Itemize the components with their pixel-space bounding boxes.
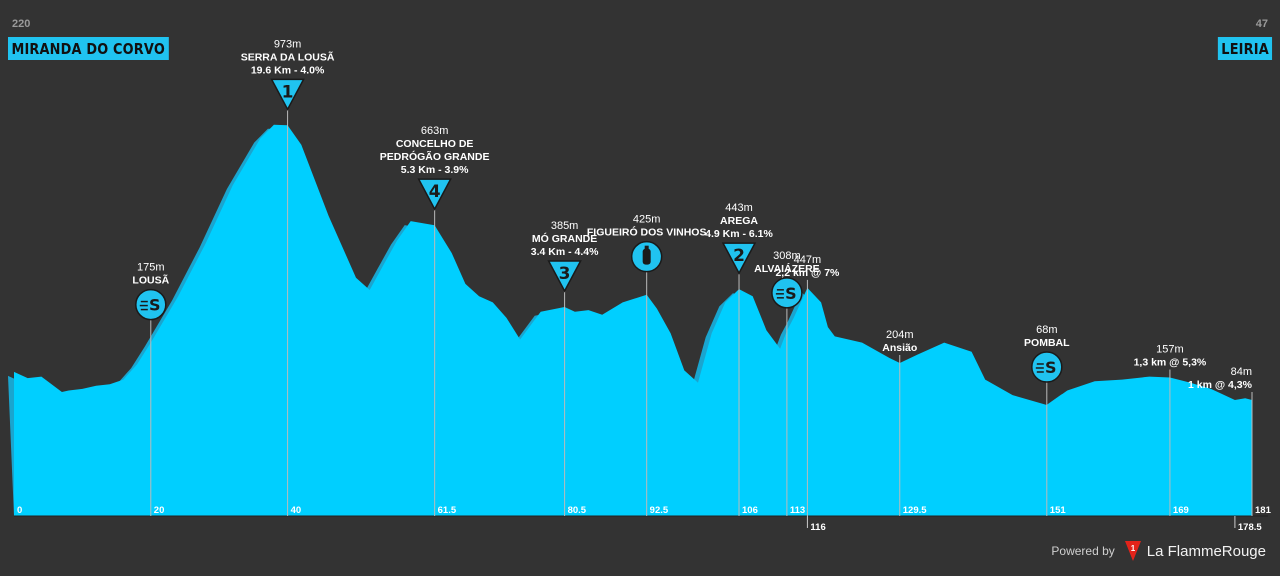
x-tick-label: 116 [810, 522, 825, 533]
x-tick-label: 178.5 [1238, 522, 1262, 533]
annotation-label: 1,3 km @ 5,3% [1134, 356, 1207, 368]
climb-category-label: 1 [282, 82, 294, 102]
annotation-label: LOUSÃ [132, 274, 169, 287]
annotation-label: 3.4 Km - 4.4% [531, 246, 599, 258]
annotation-label: POMBAL [1024, 337, 1070, 349]
annotation-elevation: 84m [1231, 366, 1252, 378]
sprint-s-label: S [1045, 358, 1057, 377]
sprint-marker-icon [1031, 351, 1063, 383]
annotation-elevation: 663m [421, 125, 449, 137]
x-tick-label: 106 [742, 505, 758, 516]
bottle-shape [642, 248, 651, 265]
x-tick-label: 20 [154, 505, 165, 516]
annotation-label: 2,2 km @ 7% [775, 267, 840, 279]
powered-by-text: Powered by [1051, 544, 1115, 558]
climb-marker-icon [547, 260, 582, 293]
x-tick-label: 61.5 [438, 505, 457, 516]
sprint-s-label: S [785, 284, 797, 303]
annotation-elevation: 157m [1156, 343, 1184, 355]
finish-town-label: LEIRIA [1217, 37, 1272, 60]
annotation-label: FIGUEIRÓ DOS VINHOS [587, 226, 707, 239]
annotation-elevation: 973m [274, 38, 302, 50]
annotation-label: AREGA [720, 215, 758, 227]
climb-marker-icon [270, 78, 305, 111]
annotation-elevation: 204m [886, 329, 914, 341]
x-tick-label: 80.5 [568, 505, 587, 516]
annotation-label: 4.9 Km - 6.1% [705, 228, 773, 240]
annotation-label: PEDRÓGÃO GRANDE [380, 150, 490, 163]
sprint-s-label: S [149, 296, 161, 315]
climb-marker-icon [417, 178, 452, 211]
x-tick-label: 181 [1255, 505, 1272, 516]
flamme-rouge-logo-icon: 1 [1124, 541, 1141, 561]
x-tick-label: 40 [291, 505, 302, 516]
climb-marker-icon [721, 242, 757, 275]
annotation-elevation: 308m [773, 250, 801, 262]
finish-km-remaining: 47 [1255, 18, 1268, 30]
annotation-elevation: 425m [633, 214, 661, 226]
x-tick-label: 151 [1050, 505, 1067, 516]
climb-category-label: 3 [559, 264, 571, 284]
x-tick-label: 113 [790, 505, 805, 516]
svg-text:1: 1 [1131, 544, 1136, 553]
start-town-label: MIRANDA DO CORVO [8, 37, 169, 60]
annotation-label: CONCELHO DE [396, 138, 474, 150]
sprint-marker-icon [135, 288, 167, 321]
annotation-label: 5.3 Km - 3.9% [401, 164, 469, 176]
annotation-label: SERRA DA LOUSÃ [241, 50, 335, 63]
start-km-remaining: 220 [12, 18, 31, 30]
x-tick-label: 92.5 [650, 505, 669, 516]
annotation-label: 19.6 Km - 4.0% [251, 64, 325, 76]
climb-category-label: 4 [429, 182, 441, 202]
annotation-label: 1 km @ 4,3% [1188, 379, 1253, 391]
annotation-label: ALVAIÁZERE [754, 262, 820, 275]
annotation-label: MÓ GRANDE [532, 232, 597, 245]
x-tick-label: 129.5 [903, 505, 927, 516]
annotation-elevation: 175m [137, 262, 165, 274]
x-tick-label: 0 [17, 505, 22, 516]
annotation-elevation: 68m [1036, 324, 1057, 336]
x-tick-label: 169 [1173, 505, 1189, 516]
annotation-elevation: 447m [794, 254, 822, 266]
annotation-label: Ansião [882, 342, 917, 354]
sprint-marker-icon [771, 277, 803, 309]
annotation-elevation: 385m [551, 220, 579, 232]
brand-name: La FlammeRouge [1146, 542, 1266, 560]
bottle-cap [644, 245, 649, 250]
climb-category-label: 2 [733, 246, 745, 266]
profile-area [14, 124, 1252, 516]
footer-branding: Powered by 1 La FlammeRouge [1051, 541, 1266, 561]
annotation-elevation: 443m [725, 202, 753, 214]
